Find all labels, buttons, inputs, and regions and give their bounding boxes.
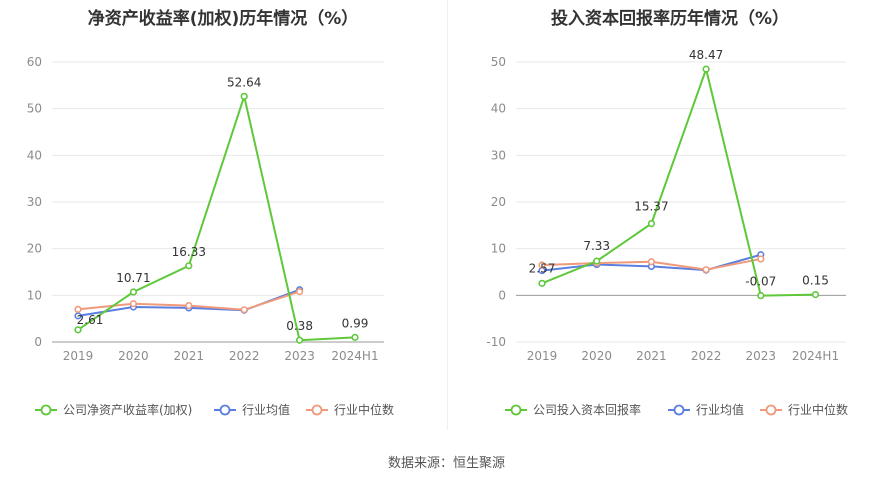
data-point [647, 258, 655, 266]
data-label: -0.07 [745, 275, 776, 289]
data-label: 16.33 [172, 245, 206, 259]
y-tick-label: -10 [486, 335, 506, 349]
data-point [647, 220, 655, 228]
x-tick-label: 2023 [284, 349, 315, 363]
legend-label: 行业中位数 [334, 402, 394, 417]
data-label: 0.15 [802, 274, 829, 288]
chart-title: 净资产收益率(加权)历年情况（%） [87, 9, 359, 29]
x-tick-label: 2020 [118, 349, 149, 363]
roe-chart-panel: 净资产收益率(加权)历年情况（%） 0 10 20 30 40 50 60 2019 2020 2… [0, 0, 446, 440]
x-tick-label: 2024H1 [792, 349, 839, 363]
data-label: 2.57 [529, 261, 556, 275]
data-point [185, 302, 193, 310]
data-point [702, 266, 710, 274]
legend-swatch-marker [311, 404, 323, 416]
data-point [240, 92, 248, 100]
data-point [593, 257, 601, 265]
y-tick-label: 20 [491, 195, 506, 209]
x-tick-label: 2023 [746, 349, 777, 363]
data-point [351, 333, 359, 341]
y-tick-label: 0 [34, 335, 42, 349]
data-point [74, 326, 82, 334]
legend-swatch-marker [673, 404, 685, 416]
series-line [77, 92, 356, 342]
data-label: 10.71 [116, 271, 150, 285]
x-tick-label: 2019 [527, 349, 558, 363]
y-tick-label: 40 [27, 148, 42, 162]
data-label: 0.38 [286, 319, 313, 333]
y-tick-label: 50 [27, 102, 42, 116]
y-tick-label: 10 [27, 288, 42, 302]
y-tick-label: 40 [491, 102, 506, 116]
y-tick-label: 10 [491, 242, 506, 256]
data-point [538, 279, 546, 287]
legend-label: 行业中位数 [788, 402, 848, 417]
data-label: 2.61 [77, 313, 104, 327]
y-tick-label: 30 [491, 148, 506, 162]
roic-chart: -10 0 10 20 30 40 50 2019 2020 2021 2022 2023 2024H1… [486, 48, 848, 417]
data-label: 48.47 [689, 48, 723, 62]
x-tick-label: 2021 [174, 349, 205, 363]
y-tick-label: 30 [27, 195, 42, 209]
panel-divider [447, 0, 448, 430]
data-point [185, 262, 193, 270]
data-point [74, 312, 82, 320]
data-point [129, 288, 137, 296]
series-line [541, 65, 816, 297]
legend-swatch-marker [219, 404, 231, 416]
legend-swatch-marker [40, 404, 52, 416]
x-tick-label: 2019 [63, 349, 94, 363]
data-point [702, 65, 710, 73]
y-tick-label: 50 [491, 55, 506, 69]
y-tick-label: 20 [27, 242, 42, 256]
data-point [538, 261, 546, 269]
legend-label: 行业均值 [242, 402, 290, 417]
x-tick-label: 2024H1 [331, 349, 378, 363]
data-point [129, 300, 137, 308]
y-tick-label: 60 [27, 55, 42, 69]
data-point [757, 292, 765, 300]
roic-chart-panel: 投入资本回报率历年情况（%） -10 0 10 20 30 40 50 2019 2020 202… [447, 0, 893, 440]
data-label: 52.64 [227, 75, 261, 89]
legend-swatch-marker [510, 404, 522, 416]
x-tick-label: 2022 [691, 349, 722, 363]
legend-label: 公司净资产收益率(加权) [63, 402, 192, 417]
data-point [74, 305, 82, 313]
legend-label: 公司投入资本回报率 [533, 402, 641, 417]
legend-swatch-marker [765, 404, 777, 416]
data-point [240, 306, 248, 314]
data-source: 数据来源：恒生聚源 [387, 456, 505, 471]
x-tick-label: 2022 [229, 349, 260, 363]
data-label: 7.33 [583, 239, 610, 253]
y-tick-label: 0 [498, 288, 506, 302]
data-point [757, 255, 765, 263]
data-point [296, 288, 304, 296]
roe-chart: 0 10 20 30 40 50 60 2019 2020 2021 2022 2023 2024H1 2… [27, 55, 394, 417]
data-label: 0.99 [342, 316, 369, 330]
data-point [296, 336, 304, 344]
x-tick-label: 2020 [581, 349, 612, 363]
x-tick-label: 2021 [636, 349, 667, 363]
data-point [811, 291, 820, 299]
data-label: 15.37 [634, 200, 668, 214]
chart-title: 投入资本回报率历年情况（%） [550, 9, 790, 29]
legend-label: 行业均值 [696, 402, 744, 417]
